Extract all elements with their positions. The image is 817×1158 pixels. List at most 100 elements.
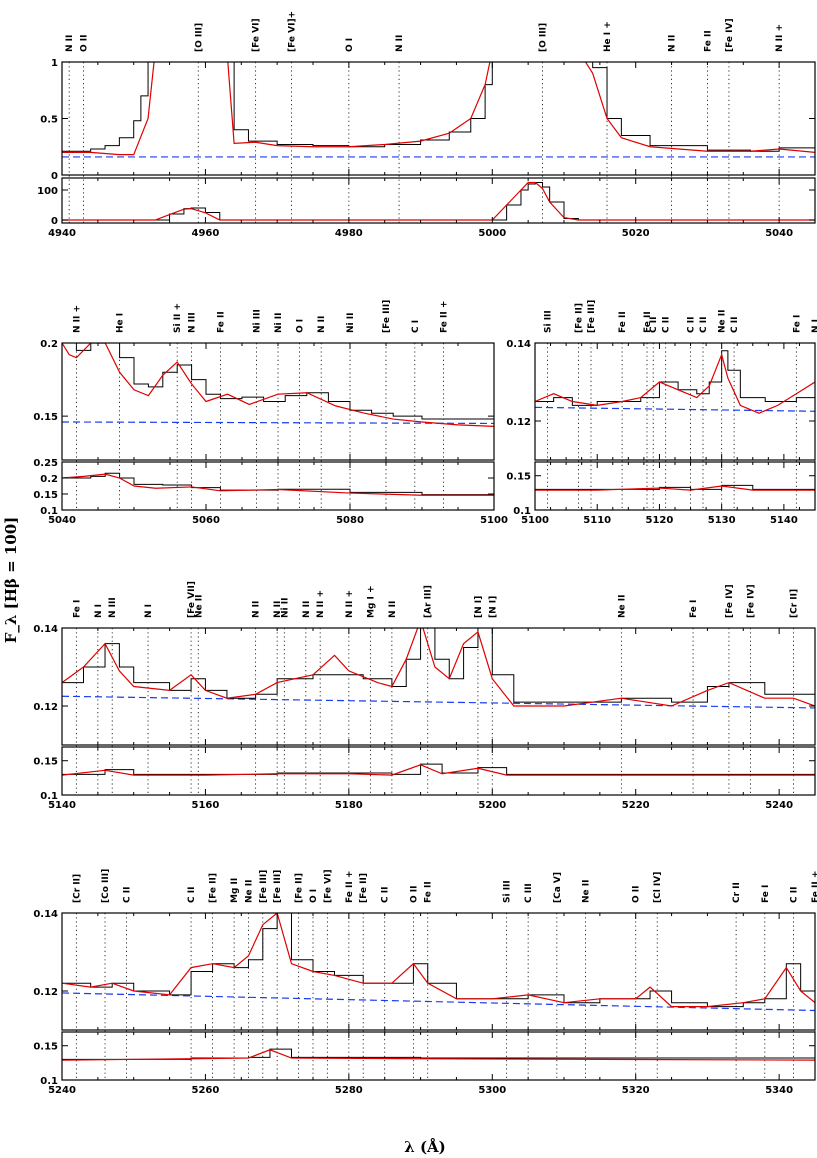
line-id-label: [Fe II] xyxy=(359,873,369,903)
lower-y-tick-label: 0.2 xyxy=(40,474,58,485)
lower-y-tick-label: 0.1 xyxy=(40,506,58,517)
line-id-label: C II xyxy=(381,887,391,903)
x-tick-label: 5320 xyxy=(622,1085,650,1096)
observed-spectrum-upper xyxy=(535,350,815,406)
model-spectrum-lower xyxy=(62,473,494,496)
upper-frame xyxy=(61,627,816,746)
lower-y-tick-label: 0.25 xyxy=(33,458,58,469)
model-spectrum-lower xyxy=(535,485,815,491)
x-tick-label: 5140 xyxy=(770,515,798,526)
model-spectrum-lower xyxy=(62,181,815,221)
x-tick-label: 5080 xyxy=(336,515,364,526)
line-id-label: Si II + xyxy=(173,303,183,333)
x-tick-label: 5040 xyxy=(765,228,793,239)
observed-spectrum-lower xyxy=(535,484,815,490)
line-id-label: C II xyxy=(662,317,672,333)
line-id-label: Fe I xyxy=(761,885,771,903)
x-tick-label: 5000 xyxy=(478,228,506,239)
line-id-label: Ne II xyxy=(194,595,204,618)
line-id-label: [Fe III] xyxy=(273,870,283,903)
line-id-label: [Fe IV] xyxy=(725,584,735,618)
line-id-label: N II xyxy=(273,601,283,618)
y-axis-title: F_λ [Hβ = 100] xyxy=(2,517,20,644)
model-spectrum-upper xyxy=(62,62,815,156)
line-id-label: N II xyxy=(395,35,405,52)
line-id-label: [Fe VII] xyxy=(187,581,197,618)
observed-spectrum-upper xyxy=(62,913,815,1008)
model-spectrum-upper xyxy=(62,628,815,707)
line-id-label: Ne II xyxy=(244,880,254,903)
line-id-label: [Ca V] xyxy=(553,872,563,903)
line-id-label: [O III] xyxy=(194,23,204,52)
line-id-label: [Co III] xyxy=(101,869,111,903)
line-id-label: Fe II xyxy=(424,881,434,903)
lower-frame xyxy=(61,746,816,796)
line-id-label: Mg I + xyxy=(366,585,376,618)
x-tick-label: 5220 xyxy=(622,800,650,811)
lower-y-tick-label: 0 xyxy=(51,216,58,227)
lower-y-tick-label: 0.15 xyxy=(506,472,531,483)
x-tick-label: 5100 xyxy=(480,515,508,526)
line-id-label: [Cl IV] xyxy=(653,872,663,903)
line-id-label: C II xyxy=(187,887,197,903)
line-id-label: C II xyxy=(123,887,133,903)
panel-3: Si III [Fe II] [Fe III] Fe II Fe IIC II C II C… xyxy=(506,300,817,526)
lower-y-tick-label: 0.15 xyxy=(33,757,58,768)
line-id-label: [Fe III] xyxy=(587,300,597,333)
model-spectrum-lower xyxy=(62,764,815,776)
line-id-label: N I xyxy=(811,319,817,333)
upper-y-tick-label: 0 xyxy=(51,171,58,182)
line-id-label: C II xyxy=(687,317,697,333)
line-id-label: O I xyxy=(345,38,355,52)
upper-y-tick-label: 1 xyxy=(51,58,58,69)
observed-spectrum-lower xyxy=(62,182,815,221)
line-id-label: Fe II + xyxy=(345,871,355,903)
line-id-label: [O III] xyxy=(538,23,548,52)
line-id-label: [Fe IV] xyxy=(746,584,756,618)
x-tick-label: 4940 xyxy=(48,228,76,239)
continuum-line xyxy=(62,695,815,709)
line-id-label: Ni II xyxy=(346,313,356,333)
line-id-label: C II xyxy=(789,887,799,903)
line-id-label: Ne II xyxy=(718,310,728,333)
line-id-label: O I xyxy=(296,319,306,333)
x-tick-label: 5180 xyxy=(335,800,363,811)
line-id-label: [Fe III] xyxy=(382,300,392,333)
line-id-label: N I xyxy=(144,604,154,618)
observed-spectrum-upper xyxy=(62,62,815,152)
model-spectrum-lower xyxy=(62,1049,815,1061)
line-id-label: N II + xyxy=(345,590,355,618)
line-id-label: [Fe II] xyxy=(209,873,219,903)
lower-y-tick-label: 0.1 xyxy=(513,506,531,517)
model-spectrum-upper xyxy=(535,352,815,414)
x-tick-label: 5130 xyxy=(708,515,736,526)
x-tick-label: 5120 xyxy=(646,515,674,526)
observed-spectrum-upper xyxy=(62,628,815,706)
line-id-label: N II + xyxy=(72,305,82,333)
continuum-line xyxy=(62,421,494,425)
line-id-label: C II xyxy=(649,317,659,333)
line-id-label: Ni III xyxy=(252,309,262,333)
line-id-label: Fe I xyxy=(689,600,699,618)
x-tick-label: 5140 xyxy=(48,800,76,811)
line-id-label: Si III xyxy=(503,880,513,903)
x-tick-label: 5060 xyxy=(192,515,220,526)
line-id-label: [N I] xyxy=(474,596,484,618)
line-id-label: Fe II xyxy=(618,311,628,333)
x-tick-label: 5240 xyxy=(48,1085,76,1096)
upper-y-tick-label: 0.2 xyxy=(40,339,58,350)
line-id-label: C III xyxy=(524,883,534,903)
line-id-label: [N I] xyxy=(488,596,498,618)
panel-5: [Cr II] [Co III] C II C II [Fe II] Mg II Ne II… xyxy=(33,869,817,1096)
x-tick-label: 5020 xyxy=(622,228,650,239)
line-id-label: He I + xyxy=(603,21,613,52)
line-id-label: Fe II + xyxy=(811,871,817,903)
x-tick-label: 5280 xyxy=(335,1085,363,1096)
line-id-label: Fe II xyxy=(703,30,713,52)
lower-y-tick-label: 0.1 xyxy=(40,1076,58,1087)
line-id-label: N II + xyxy=(316,590,326,618)
x-tick-label: 5100 xyxy=(521,515,549,526)
upper-frame xyxy=(61,912,816,1031)
